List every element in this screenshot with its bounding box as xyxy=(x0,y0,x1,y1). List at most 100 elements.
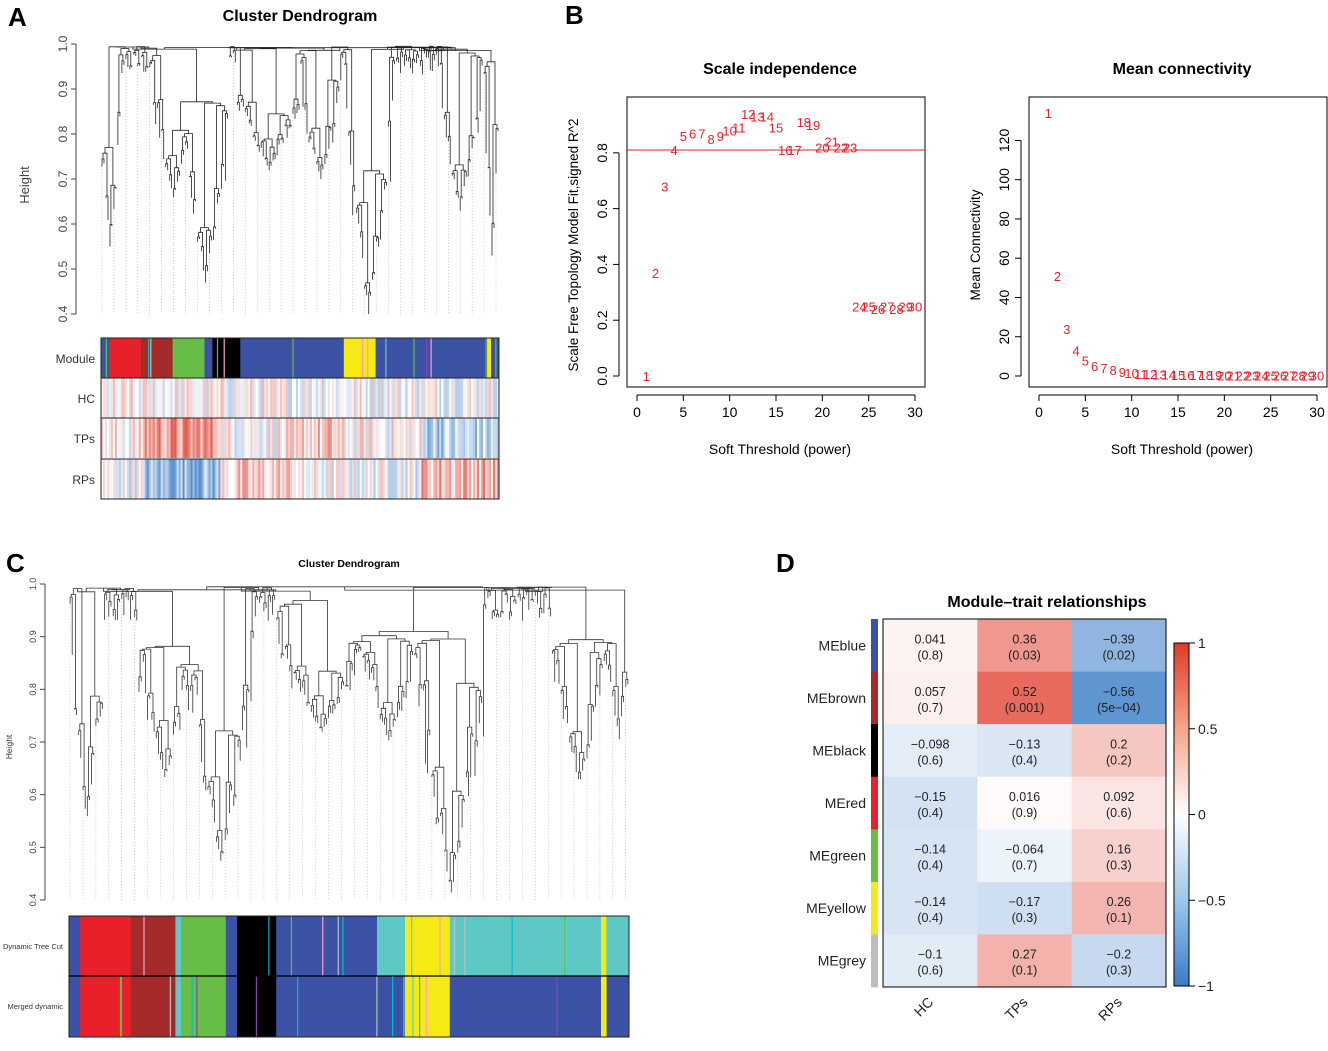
trait-cell xyxy=(309,459,313,499)
trait-cell xyxy=(286,459,289,499)
trait-cell xyxy=(385,418,388,458)
dendrogram-branch xyxy=(586,744,590,759)
point-label: 25 xyxy=(1263,369,1277,384)
trait-cell xyxy=(485,418,488,458)
dendrogram-branch xyxy=(292,107,296,119)
dendrogram-branch xyxy=(375,686,379,708)
trait-cell xyxy=(361,459,364,499)
dynamic-segment xyxy=(601,916,607,976)
trait-cell xyxy=(134,378,138,418)
dendrogram-branch xyxy=(323,718,327,727)
trait-cell xyxy=(357,418,360,458)
trait-cell xyxy=(136,378,140,418)
trait-cell xyxy=(475,378,478,418)
heatmap-cell xyxy=(977,881,1072,935)
dendrogram-branch xyxy=(420,60,423,75)
dynamic-segment-stripe xyxy=(411,916,413,976)
dendrogram-branch xyxy=(368,291,371,314)
trait-cell xyxy=(244,418,247,458)
trait-cell xyxy=(178,378,181,418)
dendrogram-branch xyxy=(220,851,224,861)
heatmap-cell xyxy=(1071,724,1167,777)
panel-b-scale-independence: Scale independence 0 5 10 15 20 25 300.00.20.4… xyxy=(566,61,926,457)
trait-cell xyxy=(296,418,299,458)
trait-cell xyxy=(234,459,237,499)
trait-cell xyxy=(313,378,317,418)
trait-cell xyxy=(363,418,366,458)
trait-cell xyxy=(415,378,418,418)
trait-cell xyxy=(359,459,362,499)
panel-c-title: Cluster Dendrogram xyxy=(298,558,400,570)
trait-cell xyxy=(230,459,233,499)
dendrogram-branch xyxy=(155,731,159,754)
trait-cell xyxy=(268,459,271,499)
trait-cell xyxy=(331,418,335,458)
merged-segment-stripe xyxy=(255,976,257,1037)
trait-cell xyxy=(148,418,152,458)
trait-cell xyxy=(405,418,408,458)
cell-value: 0.27 xyxy=(1012,948,1036,962)
heatmap-cell xyxy=(977,724,1072,777)
trait-cell xyxy=(379,418,382,458)
trait-cell xyxy=(174,378,177,418)
trait-cell xyxy=(367,459,370,499)
dendrogram-branch xyxy=(613,686,619,719)
dendrogram-branch xyxy=(180,101,213,131)
cell-pvalue: (0.001) xyxy=(1005,701,1045,715)
dendrogram-branch xyxy=(173,721,176,735)
dendrogram-branch xyxy=(324,154,328,164)
dendrogram-branch xyxy=(559,643,578,732)
trait-cell xyxy=(399,459,402,499)
dendrogram-branch xyxy=(311,127,321,158)
trait-cell xyxy=(300,418,303,458)
dendrogram-branch xyxy=(198,231,203,247)
trait-cell xyxy=(250,459,253,499)
trait-cell xyxy=(170,418,173,458)
panel-b1-ylabel: Scale Free Topology Model Fit,signed R^2 xyxy=(566,119,581,372)
dendrogram-branch xyxy=(133,52,137,56)
trait-cell xyxy=(194,459,197,499)
trait-cell xyxy=(280,378,283,418)
merged-segment xyxy=(130,976,176,1037)
panel-b1-axes: 0 5 10 15 20 25 30 0.0 0.2 0.4 0.6 0.8 xyxy=(594,143,923,420)
panel-b1-xlabel: Soft Threshold (power) xyxy=(709,441,851,457)
dendrogram-branch xyxy=(471,137,475,148)
trait-cell xyxy=(417,459,420,499)
trait-cell xyxy=(421,459,424,499)
trait-cell xyxy=(305,418,309,458)
merged-segment-stripe xyxy=(297,976,299,1037)
trait-cell xyxy=(172,418,175,458)
panel-c-merged-bar xyxy=(69,976,630,1037)
dendrogram-branch xyxy=(259,596,263,603)
dendrogram-branch xyxy=(384,182,387,190)
y-tick-label: 120 xyxy=(996,129,1012,153)
dendrogram-branch xyxy=(328,127,332,149)
trait-cell xyxy=(156,378,160,418)
trait-cell xyxy=(493,378,496,418)
trait-cell xyxy=(240,378,243,418)
trait-cell xyxy=(200,418,203,458)
trait-cell xyxy=(118,418,122,458)
dendrogram-branch xyxy=(200,719,206,777)
panel-d-heatmap: 0.041 (0.8) 0.36 (0.03) −0.39 (0.02) 0.057 (0.7… xyxy=(883,619,1167,988)
cell-value: 0.016 xyxy=(1009,790,1040,804)
trait-cell xyxy=(210,378,213,418)
trait-cell xyxy=(124,378,128,418)
dendrogram-branch xyxy=(166,158,171,175)
dendrogram-branch xyxy=(405,681,409,699)
trait-cell xyxy=(347,459,351,499)
point-label: 2 xyxy=(1054,269,1061,284)
cell-pvalue: (5e−04) xyxy=(1097,701,1140,715)
trait-cell xyxy=(321,378,325,418)
trait-cell xyxy=(347,418,351,458)
trait-cell xyxy=(371,459,374,499)
trait-cell xyxy=(142,418,146,458)
dendrogram-branch xyxy=(168,755,172,765)
merged-segment-stripe xyxy=(169,976,171,1037)
trait-cell xyxy=(439,418,442,458)
dendrogram-branch xyxy=(181,675,185,690)
trait-cell xyxy=(270,378,273,418)
trait-cell xyxy=(256,459,259,499)
trait-cell xyxy=(319,459,323,499)
